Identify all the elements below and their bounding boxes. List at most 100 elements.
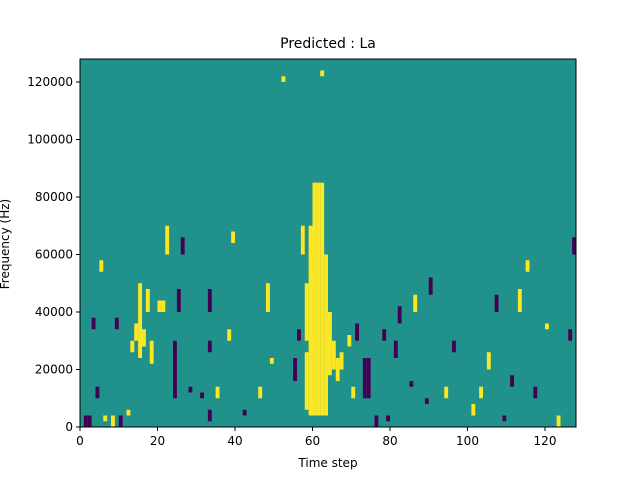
heatmap-cell [444, 386, 449, 399]
heatmap-cell [242, 409, 247, 416]
y-axis: 0 20000 40000 60000 80000 100000 120000 [27, 75, 80, 434]
heatmap-cell [479, 386, 484, 399]
heatmap-cell [176, 289, 181, 312]
x-axis-label: Time step [297, 456, 357, 470]
heatmap-cell [266, 283, 270, 312]
heatmap-cell [397, 306, 402, 324]
heatmap-cell [99, 260, 104, 272]
heatmap-cell [486, 352, 491, 370]
heatmap-cell [173, 340, 177, 399]
heatmap-cell [320, 182, 325, 416]
x-tick-label: 120 [534, 434, 557, 448]
y-tick-label: 120000 [27, 75, 73, 89]
heatmap-cell [157, 300, 162, 312]
heatmap-cell [297, 329, 301, 341]
heatmap-cell [331, 340, 336, 370]
y-tick-label: 100000 [27, 133, 73, 147]
heatmap-cell [335, 358, 340, 381]
heatmap-cell [568, 329, 573, 341]
heatmap-cell [517, 289, 522, 312]
y-tick-label: 60000 [35, 248, 73, 262]
x-tick-label: 100 [456, 434, 479, 448]
heatmap-cell [138, 283, 143, 358]
heatmap-cell [142, 329, 146, 347]
heatmap-cell [494, 294, 499, 312]
heatmap-cell [231, 231, 236, 243]
x-axis: 0 20 40 60 80 100 120 [76, 427, 556, 448]
heatmap-cell [556, 415, 561, 427]
heatmap-cell [525, 260, 530, 272]
heatmap-cell [409, 381, 414, 387]
heatmap-cell [339, 352, 344, 370]
heatmap-cell [215, 386, 220, 399]
heatmap-cell [269, 358, 274, 364]
plot-frame [79, 58, 577, 428]
heatmap-cell [207, 289, 212, 312]
heatmap-cells [83, 70, 577, 427]
y-tick-label: 40000 [35, 305, 73, 319]
heatmap-cell [424, 398, 429, 404]
heatmap-cell [351, 386, 356, 399]
heatmap-cell [502, 415, 507, 422]
heatmap-cell [293, 358, 298, 381]
heatmap-cell [471, 404, 476, 416]
heatmap-cell [510, 375, 515, 387]
heatmap-cell [328, 312, 332, 376]
heatmap-cell [374, 415, 379, 427]
heatmap-cell [355, 323, 360, 341]
x-tick-label: 20 [150, 434, 165, 448]
x-tick-label: 40 [227, 434, 242, 448]
heatmap-cell [227, 329, 232, 341]
heatmap-cell [304, 283, 309, 341]
heatmap-cell [413, 294, 418, 312]
heatmap-cell [382, 329, 387, 341]
heatmap-cell [281, 76, 286, 82]
heatmap-cell [200, 392, 205, 399]
heatmap-cell [111, 415, 115, 427]
heatmap-cell [366, 358, 371, 399]
heatmap-cell [91, 317, 96, 330]
heatmap-cell [207, 409, 212, 422]
heatmap-cell [362, 358, 367, 399]
y-tick-label: 80000 [35, 190, 73, 204]
heatmap-cell [533, 386, 538, 399]
heatmap-cell [258, 386, 263, 399]
heatmap-cell [87, 415, 92, 427]
heatmap-cell [134, 323, 139, 341]
heatmap-cell [83, 415, 88, 427]
heatmap-cell [312, 182, 317, 416]
heatmap-cell [126, 409, 131, 416]
heatmap-cell [130, 340, 135, 353]
heatmap-cell [572, 237, 577, 255]
heatmap-cell [188, 386, 193, 393]
heatmap-cell [180, 237, 185, 255]
y-tick-label: 0 [65, 420, 73, 434]
heatmap-cell [308, 225, 313, 416]
x-tick-label: 60 [305, 434, 320, 448]
chart-title: Predicted : La [280, 36, 376, 52]
heatmap-cell [207, 340, 212, 353]
heatmap-cell [428, 277, 433, 295]
x-tick-label: 0 [76, 434, 84, 448]
y-axis-label: Frequency (Hz) [0, 199, 12, 290]
plot-area [79, 58, 577, 428]
heatmap-cell [347, 335, 352, 347]
heatmap-cell [316, 182, 321, 416]
y-tick-label: 20000 [35, 363, 73, 377]
heatmap-cell [300, 225, 305, 255]
heatmap-cell [386, 415, 391, 422]
heatmap-cell [452, 340, 456, 353]
x-tick-label: 80 [382, 434, 397, 448]
heatmap-cell [118, 415, 123, 427]
heatmap-cell [165, 225, 170, 255]
heatmap-cell [320, 70, 325, 77]
heatmap-cell [304, 352, 309, 410]
heatmap-cell [95, 386, 100, 399]
heatmap-cell [161, 300, 166, 312]
heatmap-cell [114, 317, 119, 330]
heatmap-cell [545, 323, 549, 330]
heatmap-cell [145, 289, 150, 312]
heatmap-cell [103, 415, 108, 422]
heatmap-cell [324, 254, 329, 416]
